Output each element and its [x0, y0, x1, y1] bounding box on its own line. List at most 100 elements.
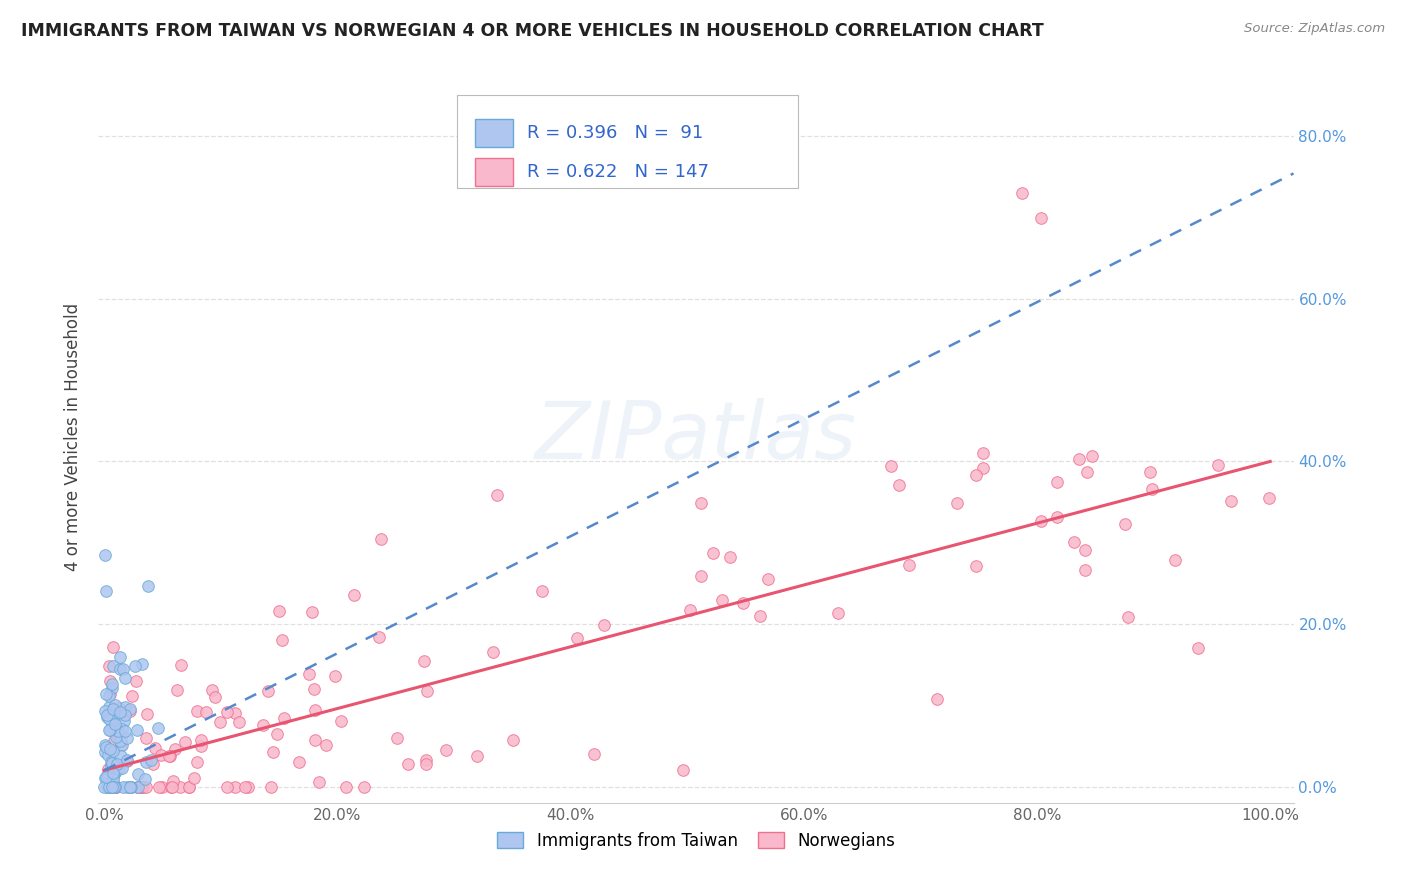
- Point: [183, 772, 205, 786]
- Point: [110, 662, 132, 676]
- Text: R = 0.622   N = 147: R = 0.622 N = 147: [527, 162, 710, 181]
- Point: [115, 753, 138, 767]
- Point: [96, 687, 118, 701]
- Point: [157, 749, 180, 764]
- Point: [96, 770, 118, 784]
- Point: [298, 667, 321, 681]
- Y-axis label: 4 or more Vehicles in Household: 4 or more Vehicles in Household: [65, 303, 83, 571]
- Point: [103, 780, 125, 794]
- Point: [98, 742, 121, 756]
- Point: [100, 714, 122, 728]
- Point: [342, 588, 364, 602]
- Point: [1011, 186, 1033, 201]
- Point: [139, 753, 162, 767]
- Point: [204, 690, 226, 704]
- Point: [415, 753, 437, 767]
- Point: [105, 780, 128, 794]
- Point: [111, 722, 134, 736]
- Point: [194, 706, 217, 720]
- Point: [96, 708, 118, 723]
- Point: [434, 743, 457, 757]
- Point: [101, 681, 124, 695]
- Point: [136, 707, 159, 722]
- Point: [101, 774, 124, 789]
- Point: [1164, 553, 1187, 567]
- Point: [160, 780, 183, 794]
- Point: [1046, 475, 1069, 489]
- Point: [965, 467, 987, 482]
- Point: [1080, 449, 1102, 463]
- Point: [96, 780, 118, 794]
- Point: [690, 569, 713, 583]
- Point: [143, 741, 166, 756]
- Point: [104, 762, 127, 776]
- Point: [1114, 516, 1136, 531]
- Point: [531, 583, 554, 598]
- Point: [387, 731, 409, 746]
- Point: [169, 780, 191, 794]
- Point: [98, 780, 121, 794]
- Legend: Immigrants from Taiwan, Norwegians: Immigrants from Taiwan, Norwegians: [489, 825, 903, 856]
- Point: [1074, 563, 1097, 577]
- Point: [94, 584, 117, 599]
- Point: [1076, 465, 1098, 479]
- Point: [228, 715, 250, 730]
- Point: [224, 706, 246, 720]
- Point: [166, 682, 188, 697]
- Point: [733, 596, 755, 610]
- Point: [689, 496, 711, 510]
- Point: [323, 669, 346, 683]
- Point: [880, 459, 903, 474]
- Point: [120, 780, 142, 794]
- Point: [125, 673, 148, 688]
- Point: [702, 545, 724, 559]
- Point: [101, 659, 124, 673]
- Point: [104, 780, 127, 794]
- Point: [108, 706, 131, 720]
- Point: [1140, 482, 1163, 496]
- Point: [201, 683, 224, 698]
- Point: [101, 677, 124, 691]
- Point: [215, 780, 238, 794]
- Point: [150, 780, 173, 794]
- Point: [103, 717, 125, 731]
- Point: [179, 780, 201, 794]
- Point: [465, 748, 488, 763]
- Point: [1258, 491, 1281, 506]
- Point: [135, 780, 157, 794]
- Point: [110, 706, 132, 721]
- Point: [103, 772, 125, 787]
- Point: [486, 488, 509, 502]
- Point: [162, 780, 184, 794]
- Point: [177, 780, 200, 794]
- Point: [100, 780, 122, 794]
- Point: [315, 739, 337, 753]
- Point: [103, 765, 125, 780]
- Point: [101, 767, 124, 781]
- Point: [108, 649, 131, 664]
- Point: [98, 687, 121, 701]
- Point: [1206, 458, 1229, 472]
- Point: [114, 724, 136, 739]
- Point: [107, 730, 129, 744]
- Point: [304, 732, 326, 747]
- Point: [97, 780, 120, 794]
- Point: [582, 747, 605, 761]
- Point: [252, 718, 274, 732]
- Point: [329, 714, 352, 728]
- Point: [98, 775, 121, 789]
- Point: [898, 558, 921, 573]
- Point: [1029, 514, 1052, 528]
- Point: [370, 532, 392, 546]
- Point: [1118, 610, 1140, 624]
- Point: [925, 691, 948, 706]
- Point: [1220, 494, 1243, 508]
- Point: [110, 748, 132, 763]
- Point: [114, 672, 136, 686]
- Point: [335, 780, 357, 794]
- Point: [98, 659, 121, 673]
- Point: [98, 674, 121, 689]
- Point: [93, 780, 115, 794]
- Point: [120, 780, 142, 794]
- Point: [97, 748, 120, 763]
